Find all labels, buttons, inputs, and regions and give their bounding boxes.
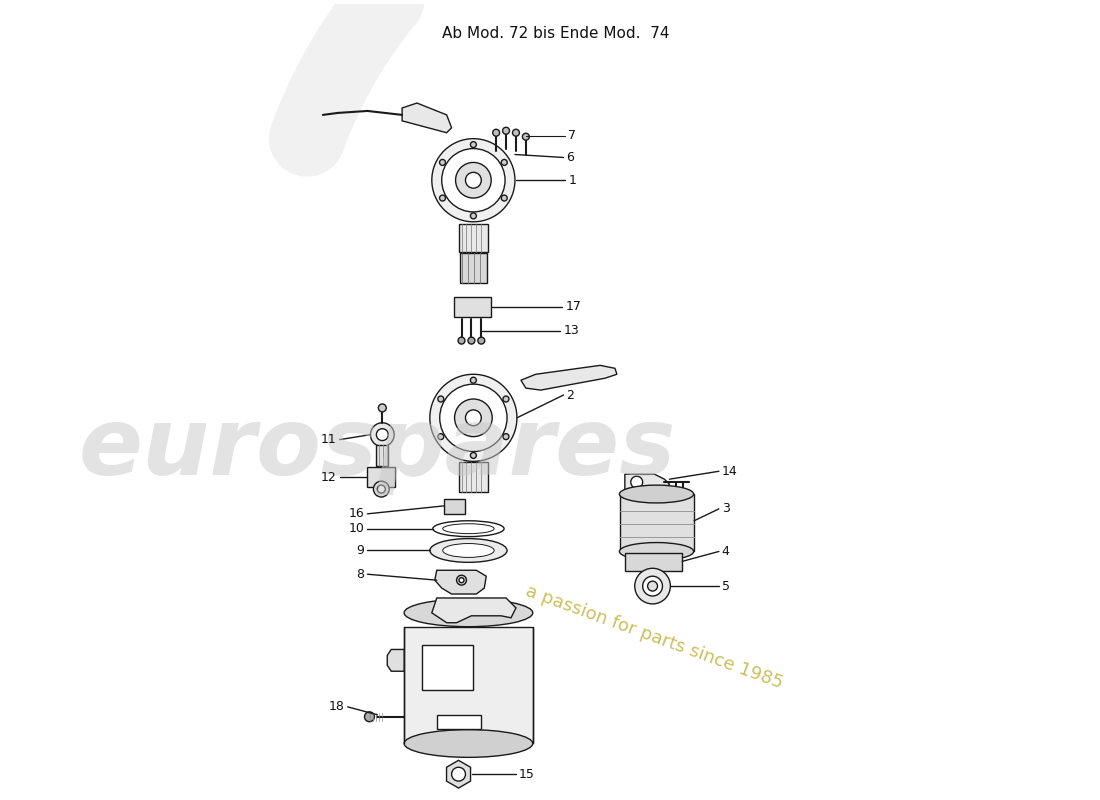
Circle shape (440, 195, 446, 201)
Text: 11: 11 (321, 433, 337, 446)
Circle shape (513, 130, 519, 136)
Circle shape (471, 142, 476, 147)
Circle shape (438, 396, 443, 402)
Circle shape (477, 337, 485, 344)
Circle shape (503, 127, 509, 134)
Circle shape (459, 578, 464, 582)
Bar (443, 499, 465, 514)
Text: 9: 9 (356, 544, 364, 557)
Text: 4: 4 (722, 545, 729, 558)
Text: 6: 6 (566, 151, 574, 164)
Circle shape (648, 581, 658, 591)
Text: 7: 7 (569, 129, 576, 142)
Bar (620, 494, 694, 551)
Ellipse shape (619, 542, 694, 560)
Circle shape (503, 396, 509, 402)
Text: 5: 5 (722, 580, 730, 593)
Circle shape (458, 337, 465, 344)
Text: 18: 18 (329, 700, 344, 714)
Bar (437, 714, 482, 729)
Bar (453, 297, 492, 317)
Circle shape (373, 481, 389, 497)
Circle shape (456, 575, 466, 585)
Bar (459, 462, 488, 492)
Circle shape (378, 404, 386, 412)
Text: 10: 10 (349, 522, 364, 535)
Ellipse shape (442, 524, 494, 534)
Polygon shape (625, 474, 670, 491)
Polygon shape (521, 366, 617, 390)
Bar (459, 224, 488, 251)
Circle shape (377, 485, 385, 493)
Bar (367, 467, 395, 487)
Circle shape (465, 410, 482, 426)
Text: 14: 14 (722, 465, 738, 478)
Bar (422, 646, 473, 690)
Ellipse shape (432, 521, 504, 537)
Text: a passion for parts since 1985: a passion for parts since 1985 (524, 582, 785, 693)
Text: 15: 15 (519, 768, 535, 781)
Text: 2: 2 (566, 389, 574, 402)
Text: 12: 12 (321, 470, 337, 484)
Circle shape (471, 378, 476, 383)
Circle shape (502, 159, 507, 166)
Polygon shape (403, 103, 452, 133)
Polygon shape (432, 598, 516, 622)
Bar (376, 445, 388, 466)
Circle shape (364, 712, 374, 722)
Bar (625, 554, 682, 571)
Text: 17: 17 (565, 301, 581, 314)
Circle shape (642, 576, 662, 596)
Circle shape (502, 195, 507, 201)
Circle shape (376, 429, 388, 441)
Circle shape (371, 422, 394, 446)
Circle shape (440, 159, 446, 166)
Ellipse shape (404, 599, 532, 626)
Ellipse shape (430, 538, 507, 562)
Circle shape (503, 434, 509, 439)
Text: 13: 13 (563, 324, 580, 338)
Bar (404, 626, 532, 743)
Circle shape (455, 162, 492, 198)
Polygon shape (447, 760, 471, 788)
Circle shape (522, 134, 529, 140)
Circle shape (471, 213, 476, 219)
Circle shape (454, 399, 492, 437)
Circle shape (452, 767, 465, 781)
Circle shape (465, 172, 482, 188)
Circle shape (630, 476, 642, 488)
Circle shape (442, 149, 505, 212)
Circle shape (438, 434, 443, 439)
Ellipse shape (442, 543, 494, 558)
Ellipse shape (404, 730, 532, 758)
Circle shape (468, 337, 475, 344)
Text: 3: 3 (722, 502, 729, 515)
Text: 16: 16 (349, 507, 364, 520)
Circle shape (440, 384, 507, 451)
Polygon shape (434, 570, 486, 594)
Circle shape (430, 374, 517, 462)
Circle shape (432, 138, 515, 222)
Polygon shape (387, 650, 404, 671)
Circle shape (493, 130, 499, 136)
Bar (460, 254, 487, 283)
Circle shape (635, 568, 670, 604)
Text: eurospares: eurospares (78, 403, 677, 495)
Ellipse shape (619, 485, 694, 503)
Text: 8: 8 (356, 568, 364, 581)
Text: Ab Mod. 72 bis Ende Mod.  74: Ab Mod. 72 bis Ende Mod. 74 (442, 26, 669, 41)
Text: 1: 1 (569, 174, 576, 186)
Circle shape (471, 453, 476, 458)
